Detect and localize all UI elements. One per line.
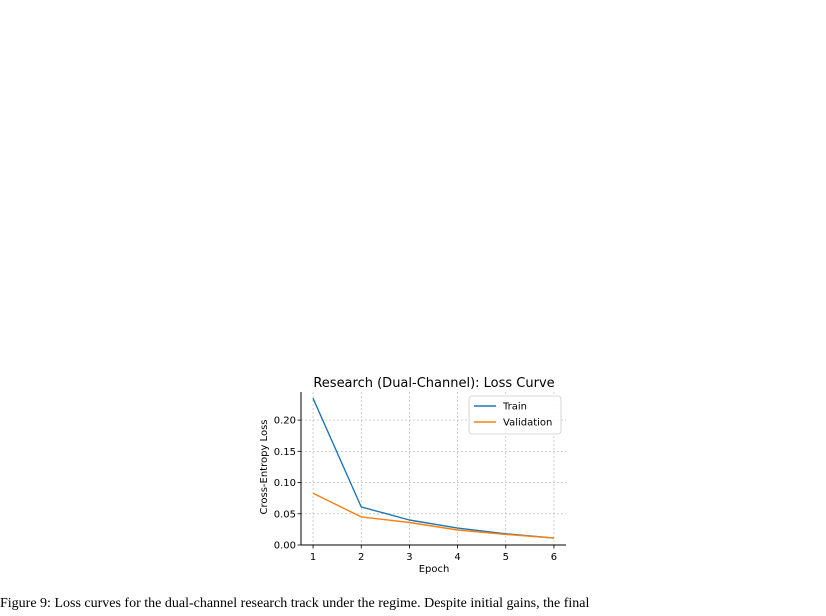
y-tick-label: 0.05 [274,509,296,520]
x-tick-label: 4 [454,552,460,563]
series-lines [312,397,555,539]
y-axis-label: Cross-Entropy Loss [259,420,270,515]
y-tick-label: 0.10 [274,478,296,489]
figure-caption: Figure 9: Loss curves for the dual-chann… [0,596,590,611]
y-tick-label: 0.15 [274,447,296,458]
y-ticks: 0.00 0.05 0.10 0.15 0.20 [274,416,301,552]
x-tick-label: 1 [310,552,316,563]
x-tick-label: 5 [503,552,509,563]
x-tick-label: 6 [551,552,557,563]
x-tick-label: 3 [406,552,412,563]
chart-title: Research (Dual-Channel): Loss Curve [313,376,554,391]
y-tick-label: 0.00 [274,541,296,552]
x-tick-label: 2 [358,552,364,563]
x-ticks: 1 2 3 4 5 6 [310,545,557,563]
y-tick-label: 0.20 [274,416,296,427]
series-line-validation [312,492,555,539]
x-axis-label: Epoch [419,564,450,575]
legend-label-train: Train [502,402,527,413]
legend: Train Validation [468,395,562,435]
legend-label-validation: Validation [503,418,552,429]
